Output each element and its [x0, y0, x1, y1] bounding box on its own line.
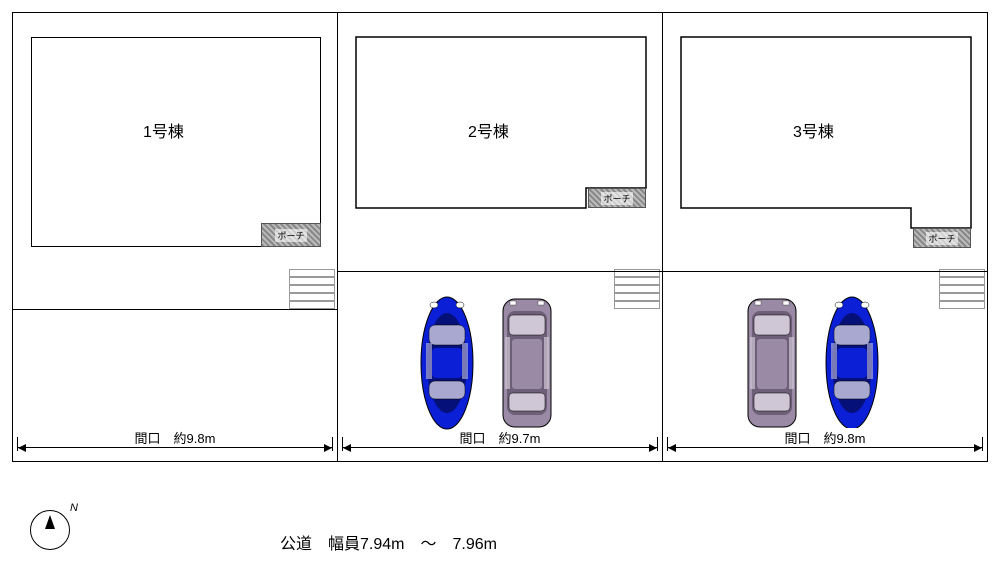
lot-title: 1号棟 — [143, 118, 184, 142]
porch: ポーチ — [913, 228, 971, 248]
steps — [289, 269, 335, 309]
lot-title: 2号棟 — [468, 118, 509, 142]
steps — [614, 269, 660, 309]
frontage-dimension: 間口 約9.8m — [17, 444, 333, 451]
steps — [939, 269, 985, 309]
parking-divider — [338, 271, 663, 272]
frontage-dimension: 間口 約9.7m — [342, 444, 658, 451]
lot-2: 2号棟ポーチ 間口 約9.7m — [338, 13, 663, 461]
parking-divider — [13, 309, 338, 310]
compass-icon — [30, 510, 70, 550]
road-label: 公道 幅員7.94m 〜 7.96m — [280, 530, 497, 554]
car-icon — [743, 293, 801, 433]
site-plan: 1号棟ポーチ 間口 約9.8m 2号棟ポーチ 間口 約9.7m — [12, 12, 988, 462]
compass-north-label: N — [70, 502, 78, 514]
car-icon — [418, 293, 476, 433]
frontage-dimension: 間口 約9.8m — [667, 444, 983, 451]
car-icon — [823, 293, 881, 433]
house-outline — [31, 37, 321, 247]
lot-1: 1号棟ポーチ 間口 約9.8m — [13, 13, 338, 461]
house-outline — [338, 13, 663, 273]
porch: ポーチ — [588, 188, 646, 208]
lot-3: 3号棟ポーチ 間口 約9.8m — [663, 13, 987, 461]
parking-divider — [663, 271, 988, 272]
porch: ポーチ — [261, 223, 321, 247]
lot-title: 3号棟 — [793, 118, 834, 142]
car-icon — [498, 293, 556, 433]
